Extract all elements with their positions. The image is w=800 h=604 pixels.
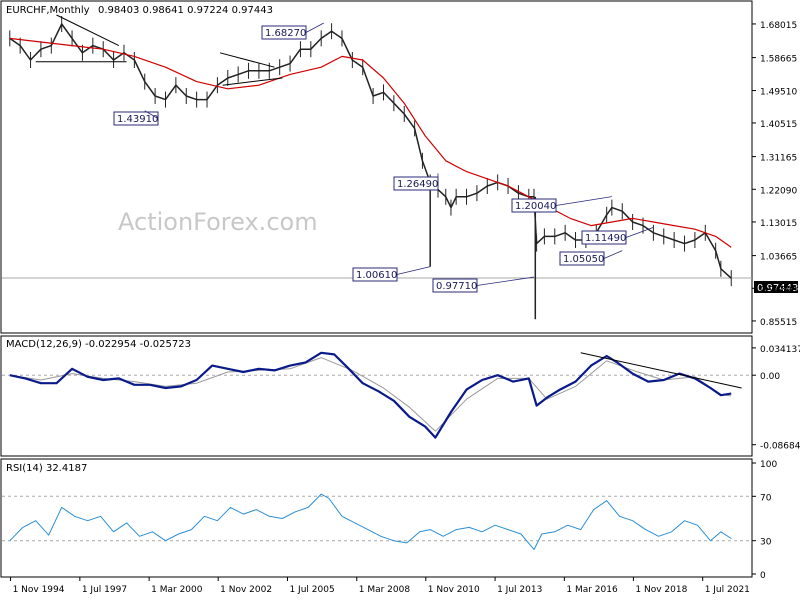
x-tick-label: 1 Jul 2013: [497, 585, 542, 595]
price-ytick-label: 1.22090: [760, 186, 797, 196]
macd-ytick-label: 0.034137: [760, 345, 800, 355]
price-panel-frame: [1, 1, 752, 333]
price-annotation-label: 1.26490: [397, 179, 438, 190]
price-panel-title: EURCHF,Monthly: [6, 5, 90, 16]
price-annotation-label: 1.00610: [356, 270, 397, 281]
x-tick-label: 1 Jul 2021: [705, 585, 750, 595]
rsi-ytick-label: 100: [760, 460, 777, 470]
x-tick-label: 1 Mar 2000: [151, 585, 203, 595]
price-annotation-label: 1.05050: [563, 254, 604, 265]
x-tick-label: 1 Jul 2005: [289, 585, 334, 595]
macd-panel-frame: [1, 336, 752, 456]
price-annotation-label: 1.20040: [515, 201, 556, 212]
x-tick-label: 1 Mar 2008: [359, 585, 411, 595]
price-ytick-label: 1.31165: [760, 154, 797, 164]
watermark: ActionForex.com: [118, 208, 318, 236]
macd-ytick-label: -0.086849: [760, 442, 800, 452]
price-ohlc-label: 0.98403 0.98641 0.97224 0.97443: [98, 5, 273, 16]
rsi-ytick-label: 70: [760, 493, 772, 503]
x-tick-label: 1 Nov 2018: [635, 585, 687, 595]
price-annotation-label: 1.43910: [117, 114, 158, 125]
rsi-panel-frame: [1, 459, 752, 577]
x-tick-label: 1 Mar 2016: [566, 585, 618, 595]
macd-panel-title: MACD(12,26,9) -0.022954 -0.025723: [6, 339, 191, 350]
price-ytick-label: 1.03665: [760, 253, 797, 263]
x-tick-label: 1 Jul 1997: [82, 585, 127, 595]
price-annotation-label: 0.97710: [436, 281, 477, 292]
price-ytick-label: 0.85515: [760, 318, 797, 328]
price-ytick-label: 1.68015: [760, 21, 797, 31]
price-ytick-label: 1.58665: [760, 55, 797, 65]
price-annotation-label: 1.68270: [265, 28, 306, 39]
x-tick-label: 1 Nov 2010: [428, 585, 480, 595]
price-ytick-label: 1.13015: [760, 219, 797, 229]
x-tick-label: 1 Nov 1994: [13, 585, 65, 595]
rsi-panel-title: RSI(14) 32.4187: [6, 463, 87, 474]
price-annotation-label: 1.11490: [585, 233, 626, 244]
x-tick-label: 1 Nov 2002: [220, 585, 272, 595]
price-ytick-label: 0.94590: [760, 285, 797, 295]
price-ytick-label: 1.40515: [760, 120, 797, 130]
price-ytick-label: 1.49510: [760, 88, 797, 98]
macd-ytick-label: 0.00: [760, 372, 780, 382]
rsi-ytick-label: 0: [760, 571, 766, 581]
rsi-ytick-label: 30: [760, 538, 772, 548]
